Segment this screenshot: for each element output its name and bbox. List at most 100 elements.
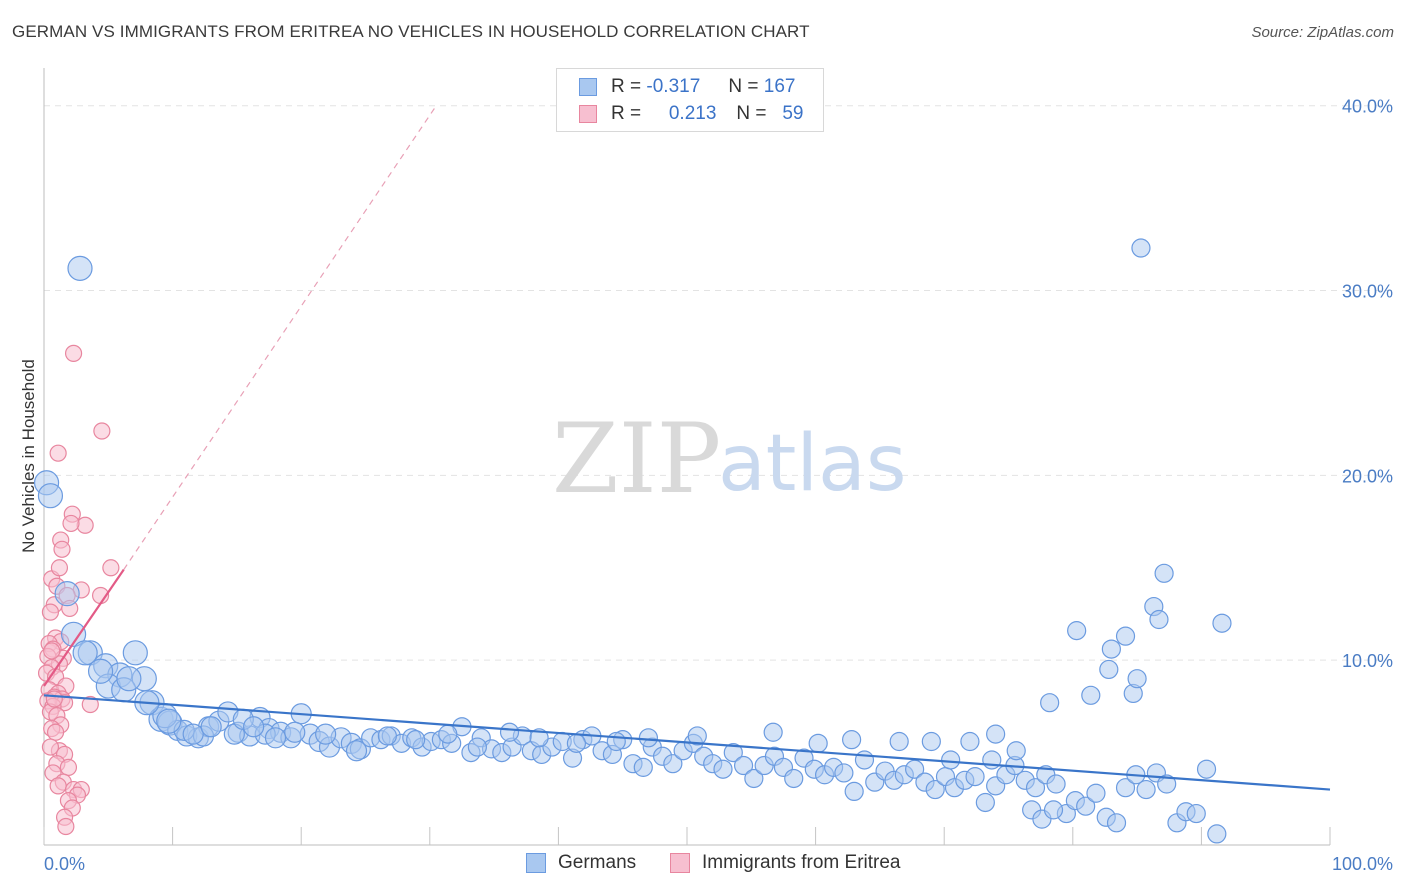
legend-row-eritrea: R = 0.213 N = 59 <box>579 102 803 126</box>
eritrea-point <box>81 695 99 714</box>
watermark-atlas: atlas <box>718 419 907 509</box>
germans-point <box>72 640 98 666</box>
watermark-zip: ZIP <box>552 403 721 515</box>
grid-lines <box>44 105 1392 661</box>
germans-points <box>33 238 1232 844</box>
germans-point <box>986 724 1006 744</box>
germans-point <box>1046 774 1066 794</box>
eritrea-point <box>76 516 94 534</box>
germans-point <box>941 750 961 770</box>
germans-point <box>60 621 87 647</box>
legend-swatch-germans <box>579 78 597 96</box>
legend-n-label: N = <box>728 76 759 97</box>
germans-point <box>1081 685 1101 705</box>
germans-point <box>467 737 487 757</box>
eritrea-point <box>50 559 69 577</box>
germans-point <box>723 742 743 763</box>
legend-swatch-eritrea <box>670 853 690 873</box>
legend-n-value-eritrea: 59 <box>782 103 804 124</box>
germans-point <box>1157 774 1177 794</box>
germans-point <box>1212 613 1232 633</box>
legend-swatch-germans <box>526 853 546 873</box>
germans-point <box>1101 639 1121 659</box>
germans-point <box>834 763 854 783</box>
germans-point <box>638 728 659 748</box>
germans-point <box>1040 693 1060 713</box>
germans-point <box>784 768 804 789</box>
germans-point <box>284 721 306 743</box>
germans-point <box>1136 779 1156 800</box>
eritrea-point <box>41 738 60 756</box>
legend-r-value-eritrea: 0.213 <box>668 103 717 124</box>
germans-point <box>1067 621 1087 641</box>
legend-label-germans: Germans <box>558 852 637 873</box>
y-tick-label: 40.0% <box>1342 97 1393 117</box>
x-tick-labels: 0.0% 100.0% <box>44 854 1393 874</box>
eritrea-point <box>46 723 65 741</box>
legend-swatch-eritrea <box>579 105 597 123</box>
germans-point <box>1043 800 1064 820</box>
legend-item-eritrea[interactable]: Immigrants from Eritrea <box>670 852 900 874</box>
chart-source: Source: ZipAtlas.com <box>1251 24 1394 41</box>
germans-point <box>687 726 707 746</box>
germans-point <box>529 728 549 748</box>
germans-point <box>1115 626 1136 646</box>
germans-point <box>905 759 925 779</box>
legend-r-value-germans: -0.317 <box>646 76 701 97</box>
eritrea-point <box>43 642 61 660</box>
series-legend: Germans Immigrants from Eritrea <box>0 852 1406 878</box>
germans-point <box>965 767 985 787</box>
germans-point <box>1186 803 1206 824</box>
germans-point <box>1149 609 1169 630</box>
eritrea-point <box>64 344 83 362</box>
legend-item-germans[interactable]: Germans <box>526 852 636 874</box>
germans-point <box>1025 778 1046 798</box>
germans-point <box>1076 796 1096 816</box>
germans-point <box>438 724 458 744</box>
eritrea-point <box>45 690 63 708</box>
y-tick-label: 30.0% <box>1342 282 1393 302</box>
germans-point <box>1207 824 1227 844</box>
germans-point <box>960 731 980 752</box>
germans-point <box>37 483 64 509</box>
y-tick-label: 20.0% <box>1342 466 1393 486</box>
germans-point <box>744 768 764 789</box>
eritrea-point <box>59 758 78 776</box>
germans-point <box>243 716 265 738</box>
germans-point <box>808 733 828 753</box>
legend-n-label: N = <box>736 103 767 124</box>
germans-point <box>566 733 587 753</box>
germans-point <box>499 722 520 742</box>
germans-point <box>377 726 397 746</box>
germans-trend-line <box>43 694 1331 791</box>
germans-point <box>606 731 626 752</box>
eritrea-trend-line <box>43 568 125 687</box>
germans-point <box>844 781 864 802</box>
y-axis-title: No Vehicles in Household <box>19 359 38 553</box>
trend-lines <box>43 105 1331 791</box>
watermark: ZIP atlas <box>552 403 907 515</box>
eritrea-point <box>102 559 120 577</box>
germans-point <box>1115 778 1136 798</box>
germans-point <box>733 755 754 776</box>
eritrea-point <box>41 603 60 621</box>
germans-point <box>1196 759 1217 779</box>
germans-point <box>1099 659 1119 680</box>
germans-point <box>182 723 204 745</box>
eritrea-point <box>53 540 71 558</box>
germans-point <box>1086 783 1106 803</box>
germans-point <box>406 730 426 750</box>
eritrea-point <box>93 422 111 440</box>
correlation-legend: R = -0.317 N = 167 R = 0.213 N = 59 <box>556 68 824 132</box>
eritrea-point <box>49 777 67 795</box>
legend-row-germans: R = -0.317 N = 167 <box>579 75 795 99</box>
germans-point <box>54 581 80 607</box>
germans-point <box>921 731 941 752</box>
germans-point <box>116 666 142 692</box>
germans-point <box>854 750 875 770</box>
germans-point <box>315 723 337 745</box>
legend-r-label: R = <box>611 76 642 97</box>
germans-point <box>889 731 909 752</box>
germans-point <box>87 658 114 684</box>
